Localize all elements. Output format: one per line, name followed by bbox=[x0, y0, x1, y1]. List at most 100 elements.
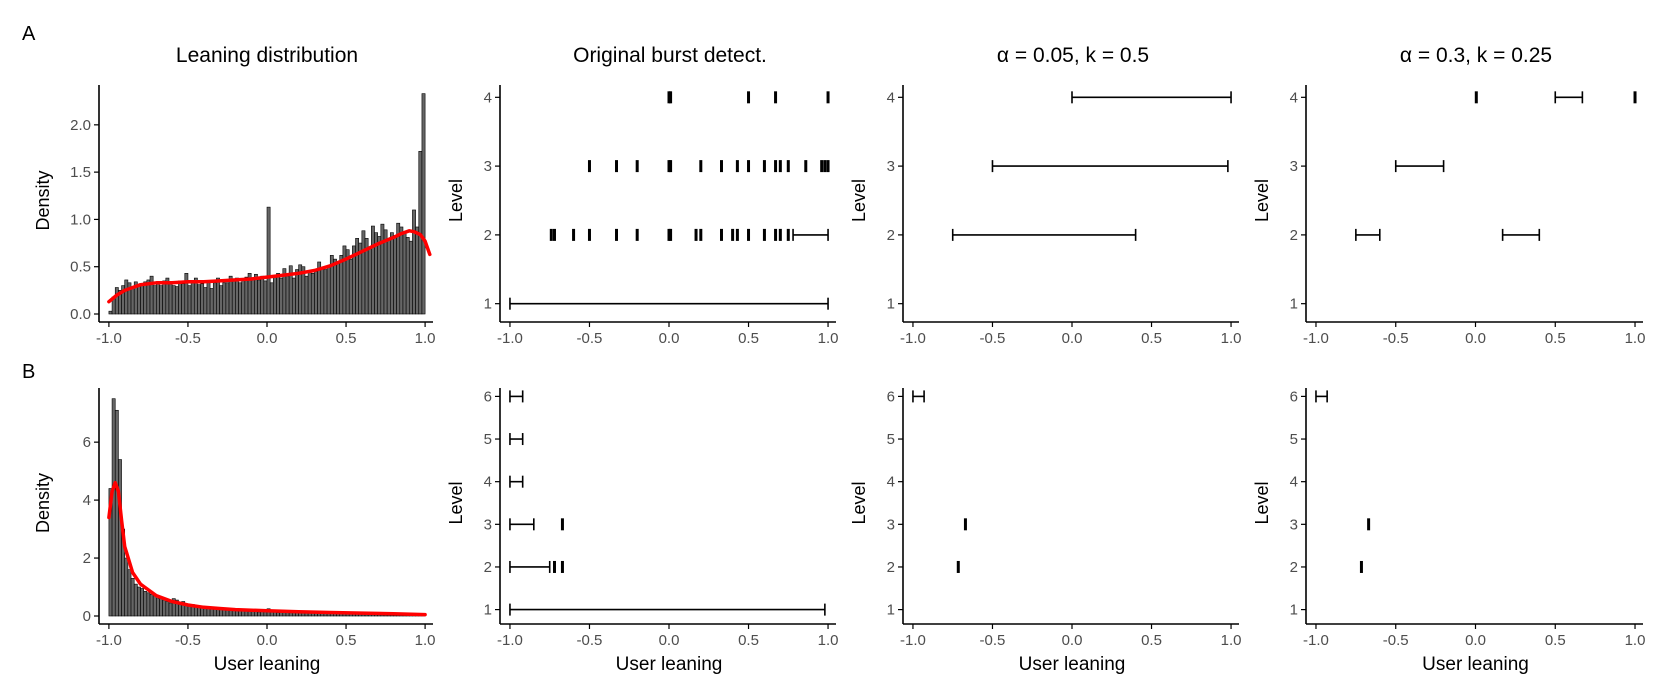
x-tick-label: -0.5 bbox=[980, 632, 1006, 649]
histogram-bar bbox=[140, 285, 144, 315]
histogram-bar bbox=[209, 288, 214, 315]
histogram-bar bbox=[304, 275, 309, 315]
y-tick-label: 4 bbox=[1290, 474, 1298, 491]
histogram-bar bbox=[250, 278, 255, 315]
histogram-bar bbox=[257, 611, 261, 617]
x-tick-label: 1.0 bbox=[818, 632, 839, 649]
histogram-bar bbox=[162, 280, 167, 315]
plot-4: -1.0 -0.5 0.0 0.5 1.0 1 2 3 4 Level bbox=[1252, 85, 1645, 347]
y-tick-label: 3 bbox=[484, 516, 492, 533]
histogram-bar bbox=[206, 280, 211, 315]
histogram-bar bbox=[390, 232, 394, 315]
x-axis-label: User leaning bbox=[214, 654, 321, 675]
histogram-bar bbox=[168, 282, 173, 315]
y-tick-label: 6 bbox=[887, 388, 895, 405]
y-tick-label: 3 bbox=[484, 158, 492, 175]
y-tick-label: 2 bbox=[484, 559, 492, 576]
histogram-bar bbox=[168, 602, 173, 617]
x-tick-label: 0.0 bbox=[1062, 330, 1083, 347]
histogram-bar bbox=[156, 598, 160, 617]
plot-8: -1.0 -0.5 0.0 0.5 1.0 1 2 3 4 5 6 Level User leaning bbox=[1252, 388, 1645, 675]
histogram-bar bbox=[118, 459, 122, 617]
histogram-bar bbox=[333, 258, 337, 315]
histogram-bar bbox=[241, 610, 246, 617]
y-tick-label: 4 bbox=[887, 474, 895, 491]
histogram-bar bbox=[140, 588, 144, 617]
histogram-bar bbox=[159, 596, 163, 617]
x-tick-label: -1.0 bbox=[96, 330, 122, 347]
x-tick-label: 0.5 bbox=[336, 330, 357, 347]
histogram-bar bbox=[276, 612, 280, 617]
histogram-bar bbox=[393, 235, 397, 315]
y-tick-label: 5 bbox=[887, 431, 895, 448]
y-tick-label: 2 bbox=[887, 559, 895, 576]
y-tick-label: 0 bbox=[83, 608, 91, 625]
plot-7: -1.0 -0.5 0.0 0.5 1.0 1 2 3 4 5 6 Level User leaning bbox=[849, 388, 1241, 675]
histogram-bar bbox=[181, 283, 186, 315]
histogram-bar bbox=[307, 270, 312, 315]
histogram-bar bbox=[421, 93, 426, 315]
histogram-bar bbox=[143, 591, 148, 617]
density-curve bbox=[107, 480, 427, 617]
x-tick-label: 0.5 bbox=[738, 330, 759, 347]
histogram-bar bbox=[399, 226, 404, 315]
x-tick-label: 0.5 bbox=[738, 632, 759, 649]
y-tick-label: 1 bbox=[1290, 296, 1298, 313]
column-title-1: Leaning distribution bbox=[176, 44, 358, 67]
x-tick-label: 1.0 bbox=[1221, 632, 1242, 649]
y-axis-label: Level bbox=[1252, 179, 1272, 222]
x-tick-label: -1.0 bbox=[900, 632, 926, 649]
histogram-bar bbox=[386, 238, 391, 315]
histogram-bar bbox=[336, 261, 341, 315]
histogram-bar bbox=[269, 611, 274, 617]
histogram-bar bbox=[152, 285, 157, 315]
y-tick-label: 4 bbox=[484, 474, 492, 491]
histogram-bar bbox=[165, 601, 170, 617]
histogram-bar bbox=[323, 269, 328, 315]
histogram-bar bbox=[412, 209, 416, 315]
histogram-bar bbox=[367, 247, 372, 315]
histogram-bar bbox=[266, 206, 271, 315]
histogram-bar bbox=[197, 607, 201, 617]
y-tick-label: 1.0 bbox=[70, 211, 91, 228]
y-tick-label: 6 bbox=[83, 434, 91, 451]
histogram-bar bbox=[342, 245, 347, 315]
histogram-bar bbox=[200, 283, 205, 315]
y-tick-label: 2 bbox=[484, 227, 492, 244]
x-tick-label: -0.5 bbox=[577, 632, 603, 649]
histogram-bar bbox=[146, 592, 151, 617]
histogram-bar bbox=[371, 225, 375, 315]
plot-5: -1.0 -0.5 0.0 0.5 1.0 0 2 4 6 Density User leaning bbox=[33, 388, 436, 675]
histogram-bar bbox=[235, 610, 239, 617]
x-tick-label: -1.0 bbox=[497, 330, 523, 347]
histogram-bar bbox=[124, 279, 129, 315]
histogram-bar bbox=[402, 231, 407, 315]
histogram-bar bbox=[114, 409, 119, 617]
x-tick-label: 0.5 bbox=[336, 632, 357, 649]
y-tick-label: 4 bbox=[484, 89, 492, 106]
x-tick-label: -1.0 bbox=[900, 330, 926, 347]
histogram-bar bbox=[216, 277, 220, 315]
y-tick-label: 3 bbox=[1290, 516, 1298, 533]
y-axis-label: Level bbox=[446, 481, 466, 524]
x-tick-label: -0.5 bbox=[577, 330, 603, 347]
histogram-bar bbox=[130, 578, 135, 617]
y-tick-label: 0.0 bbox=[70, 306, 91, 323]
x-tick-label: -1.0 bbox=[1303, 632, 1329, 649]
y-tick-label: 4 bbox=[887, 89, 895, 106]
histogram-bar bbox=[130, 287, 135, 315]
y-tick-label: 4 bbox=[83, 492, 91, 509]
x-tick-label: -0.5 bbox=[175, 330, 201, 347]
histogram-bar bbox=[152, 595, 157, 617]
histogram-bar bbox=[295, 269, 299, 315]
x-tick-label: 0.5 bbox=[1545, 330, 1566, 347]
plot-6: -1.0 -0.5 0.0 0.5 1.0 1 2 3 4 5 6 Level User leaning bbox=[446, 388, 838, 675]
panel-label-b: B bbox=[22, 361, 35, 383]
x-tick-label: 1.0 bbox=[1625, 632, 1646, 649]
histogram-bar bbox=[288, 612, 293, 617]
histogram-bar bbox=[235, 277, 239, 315]
y-axis-label: Level bbox=[849, 481, 869, 524]
x-axis-label: User leaning bbox=[1422, 654, 1529, 675]
histogram-bar bbox=[178, 604, 182, 617]
histogram-bar bbox=[285, 275, 290, 315]
